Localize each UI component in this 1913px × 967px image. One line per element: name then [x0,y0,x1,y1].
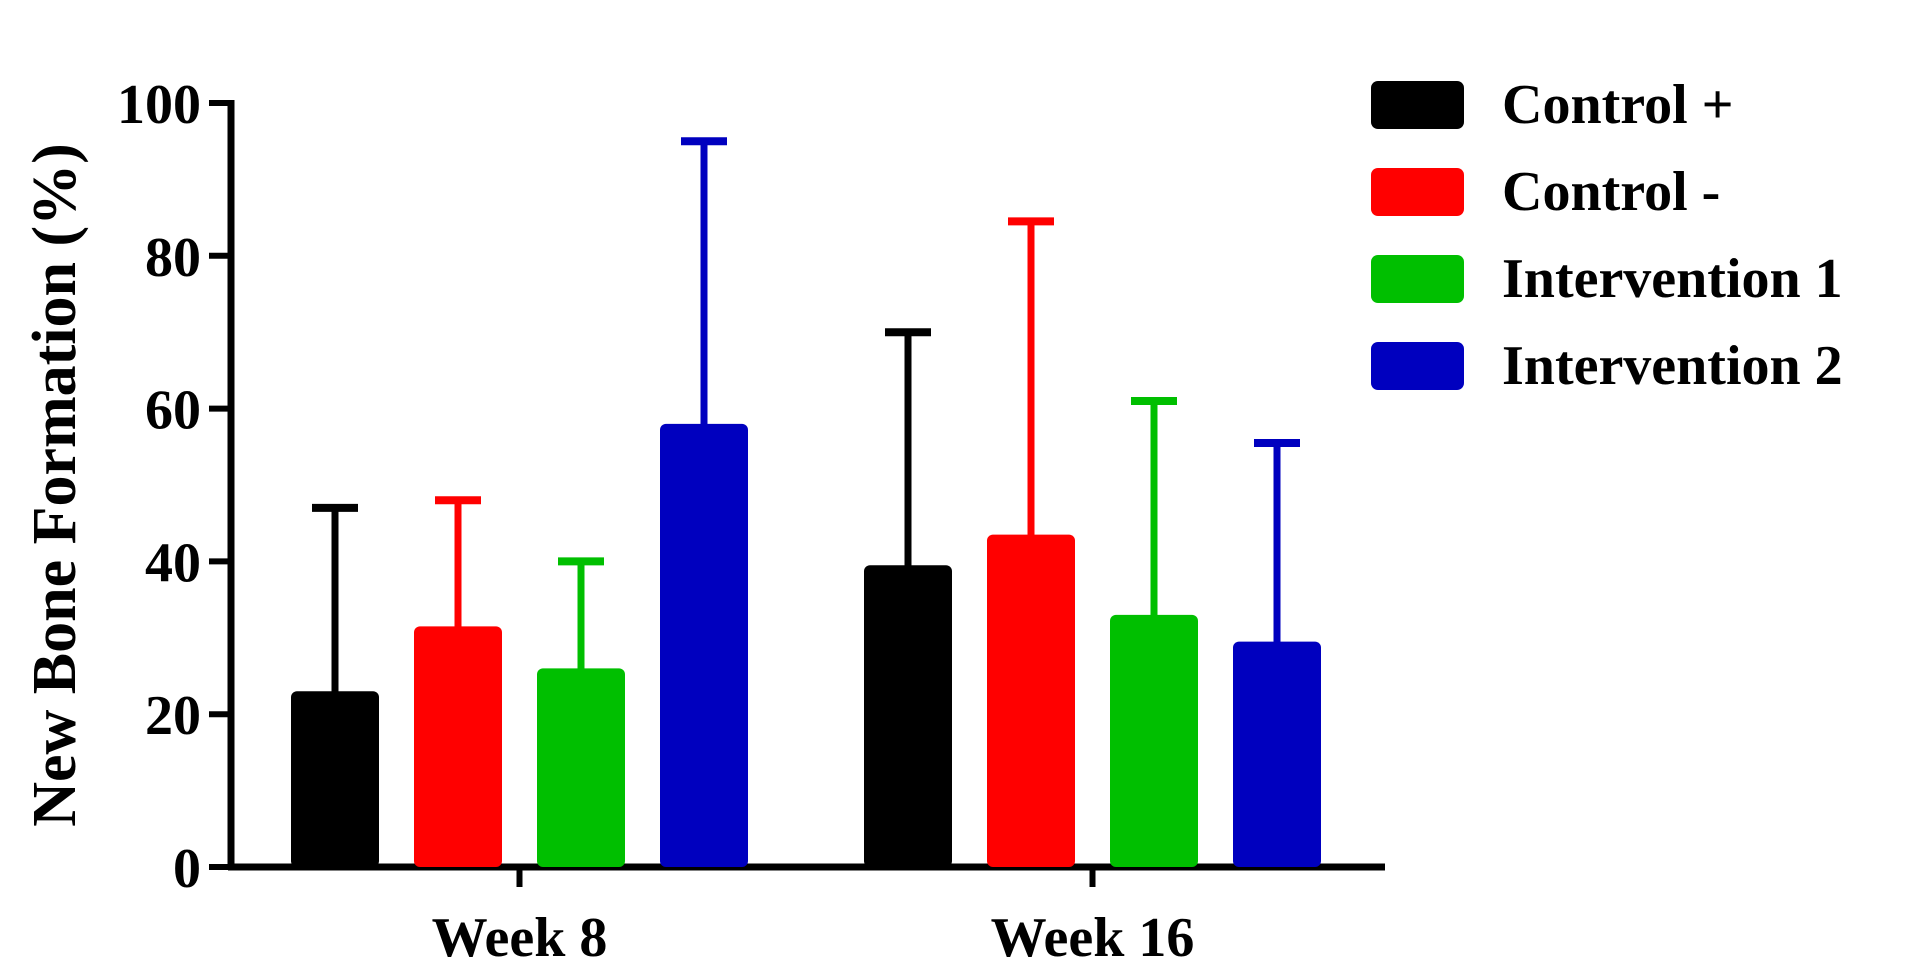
y-tick-label: 40 [145,532,201,594]
legend-swatch [1371,168,1464,216]
bar [864,565,952,867]
bar [291,691,379,867]
legend-label: Control + [1502,74,1734,136]
x-tick-label: Week 8 [432,907,608,967]
bar [987,534,1075,867]
legend-label: Intervention 1 [1502,248,1843,310]
y-ticks: 0 20 40 60 80 100 [117,74,231,900]
y-tick-label: 20 [145,685,201,747]
legend-swatch [1371,81,1464,129]
bar [1110,614,1198,867]
legend: Control + Control - Intervention 1 Interven… [1371,74,1843,397]
legend-label: Control - [1502,161,1720,223]
x-ticks: Week 8 Week 16 [432,867,1195,967]
legend-swatch [1371,255,1464,303]
legend-label: Intervention 2 [1502,335,1843,397]
x-tick-label: Week 16 [991,907,1195,967]
bar [537,668,625,867]
bar [1233,641,1321,867]
bar [660,423,748,867]
y-tick-label: 0 [173,838,201,900]
y-tick-label: 80 [145,227,201,289]
legend-swatch [1371,342,1464,390]
y-tick-label: 60 [145,380,201,442]
y-tick-label: 100 [117,74,201,136]
bars [291,137,1321,867]
y-axis-label: New Bone Formation (%) [21,143,89,827]
axes [227,100,1385,871]
bar [414,626,502,867]
